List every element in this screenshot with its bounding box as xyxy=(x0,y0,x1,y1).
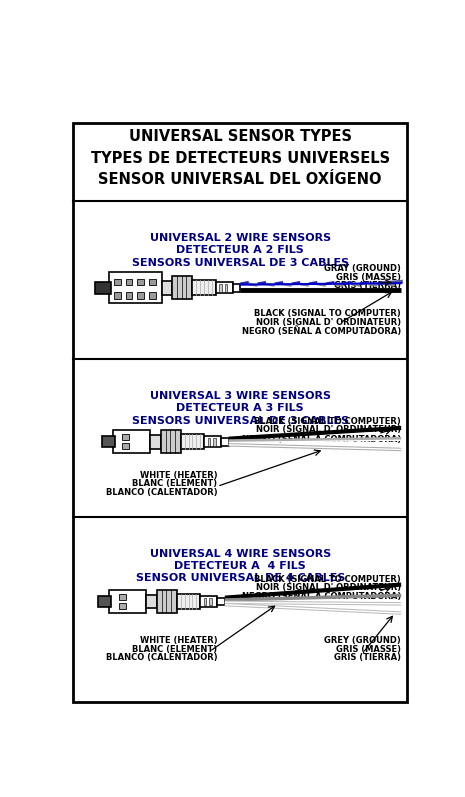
Text: SENSORS UNIVERSAL DE 3 CABLES: SENSORS UNIVERSAL DE 3 CABLES xyxy=(132,415,349,426)
Text: WHITE (HEATER): WHITE (HEATER) xyxy=(140,636,217,646)
Text: BLACK (SIGNAL TO COMPUTER): BLACK (SIGNAL TO COMPUTER) xyxy=(254,417,401,426)
Text: BLANCO (CALENTADOR): BLANCO (CALENTADOR) xyxy=(106,488,217,497)
Text: GREY (GROUND): GREY (GROUND) xyxy=(325,636,401,646)
Bar xyxy=(119,594,126,600)
Text: SENSORS UNIVERSAL DE 3 CABLES: SENSORS UNIVERSAL DE 3 CABLES xyxy=(132,257,349,268)
Bar xyxy=(232,284,240,292)
Text: TYPES DE DETECTEURS UNIVERSELS: TYPES DE DETECTEURS UNIVERSELS xyxy=(91,151,390,166)
Bar xyxy=(95,281,111,294)
Text: WHITE (HEATER): WHITE (HEATER) xyxy=(140,471,217,480)
Bar xyxy=(219,284,222,292)
Bar xyxy=(181,434,204,450)
Text: GRIS (TIERRA): GRIS (TIERRA) xyxy=(334,653,401,662)
Text: NOIR (SIGNAL D' ORDINATEUR): NOIR (SIGNAL D' ORDINATEUR) xyxy=(256,426,401,434)
Bar xyxy=(177,594,200,609)
Bar xyxy=(114,292,121,299)
Bar xyxy=(149,278,155,285)
Text: NOIR (SIGNAL D' ORDINATEUR): NOIR (SIGNAL D' ORDINATEUR) xyxy=(256,318,401,327)
Bar xyxy=(216,282,232,293)
Text: UNIVERSAL 2 WIRE SENSORS: UNIVERSAL 2 WIRE SENSORS xyxy=(150,233,331,243)
Bar xyxy=(137,278,144,285)
Bar xyxy=(221,438,229,446)
Text: BLANC (ELEMENT): BLANC (ELEMENT) xyxy=(132,480,217,489)
Bar xyxy=(126,278,133,285)
Text: DETECTEUR A 3 FILS: DETECTEUR A 3 FILS xyxy=(176,403,304,414)
Text: GRIS (TIERRA): GRIS (TIERRA) xyxy=(334,281,401,290)
Text: BLACK (SIGNAL TO COMPUTER): BLACK (SIGNAL TO COMPUTER) xyxy=(254,575,401,583)
Bar xyxy=(200,596,217,607)
Text: SENSOR UNIVERSAL DE 4 CABLES: SENSOR UNIVERSAL DE 4 CABLES xyxy=(136,573,345,583)
Text: BLACK (SIGNAL TO COMPUTER): BLACK (SIGNAL TO COMPUTER) xyxy=(254,309,401,318)
Text: NEGRO (SEÑAL A COMPUTADORA): NEGRO (SEÑAL A COMPUTADORA) xyxy=(242,591,401,602)
Bar xyxy=(208,438,210,446)
Bar xyxy=(204,437,221,447)
Bar xyxy=(119,603,126,609)
Text: DETECTEUR A  4 FILS: DETECTEUR A 4 FILS xyxy=(174,561,306,571)
Text: BLANC (ELEMENT): BLANC (ELEMENT) xyxy=(132,645,217,654)
Bar xyxy=(102,437,115,447)
Text: GRIS (MASSE): GRIS (MASSE) xyxy=(336,273,401,282)
Bar xyxy=(126,292,133,299)
Bar xyxy=(137,292,144,299)
Bar xyxy=(209,598,212,606)
Bar xyxy=(213,438,216,446)
Bar xyxy=(225,284,227,292)
Text: NEGRO (SEÑAL A COMPUTADORA): NEGRO (SEÑAL A COMPUTADORA) xyxy=(242,326,401,336)
Bar xyxy=(109,590,146,613)
Text: GRAY (GROUND): GRAY (GROUND) xyxy=(324,265,401,273)
Bar xyxy=(109,273,162,303)
Bar xyxy=(157,590,177,613)
Text: SENSOR UNIVERSAL DEL OXÍGENO: SENSOR UNIVERSAL DEL OXÍGENO xyxy=(99,172,382,187)
Bar xyxy=(161,430,181,453)
Text: UNIVERSAL 3 WIRE SENSORS: UNIVERSAL 3 WIRE SENSORS xyxy=(150,391,331,401)
Bar xyxy=(114,278,121,285)
Bar xyxy=(146,595,157,608)
Bar xyxy=(217,598,225,606)
Bar xyxy=(122,434,129,440)
Bar xyxy=(150,435,161,449)
Bar xyxy=(204,598,206,606)
Bar xyxy=(98,596,111,607)
Bar xyxy=(173,277,193,300)
Text: UNIVERSAL 4 WIRE SENSORS: UNIVERSAL 4 WIRE SENSORS xyxy=(150,549,331,559)
Text: UNIVERSAL SENSOR TYPES: UNIVERSAL SENSOR TYPES xyxy=(129,129,352,144)
Text: GRIS (MASSE): GRIS (MASSE) xyxy=(336,645,401,654)
Bar xyxy=(193,280,216,296)
Text: DETECTEUR A 2 FILS: DETECTEUR A 2 FILS xyxy=(176,245,304,255)
Bar xyxy=(122,443,129,450)
Text: BLANCO (CALENTADOR): BLANCO (CALENTADOR) xyxy=(106,653,217,662)
Text: NOIR (SIGNAL D' ORDINATEUR): NOIR (SIGNAL D' ORDINATEUR) xyxy=(256,583,401,592)
Bar xyxy=(162,281,173,295)
Text: NEGRO (SEÑAL A COMPUTADORA): NEGRO (SEÑAL A COMPUTADORA) xyxy=(242,434,401,444)
Bar xyxy=(113,430,150,453)
Bar xyxy=(149,292,155,299)
